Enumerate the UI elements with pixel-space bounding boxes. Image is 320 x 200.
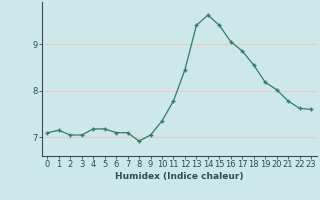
- X-axis label: Humidex (Indice chaleur): Humidex (Indice chaleur): [115, 172, 244, 181]
